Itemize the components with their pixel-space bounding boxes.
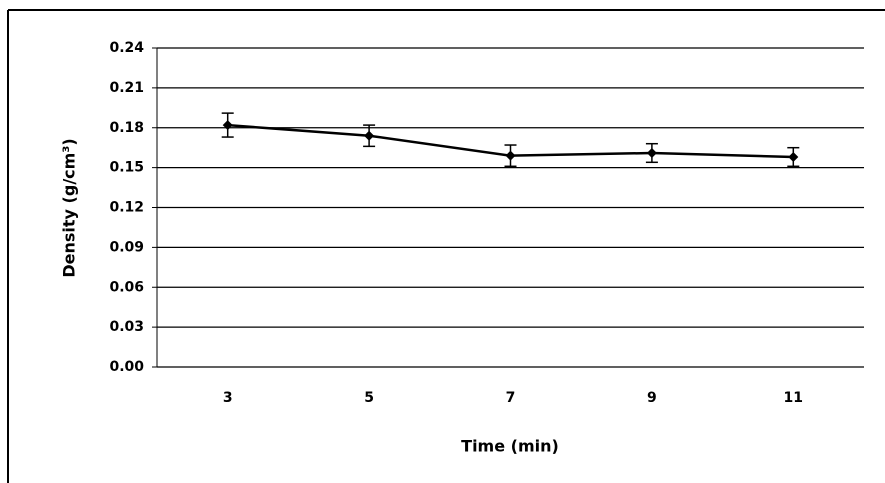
x-tick-label: 11 [784, 390, 803, 406]
x-tick-label: 9 [647, 390, 657, 406]
y-tick-label: 0.24 [109, 40, 144, 56]
x-tick-label: 5 [364, 390, 374, 406]
x-tick-label: 3 [223, 390, 233, 406]
y-tick-label: 0.21 [109, 80, 144, 96]
x-tick-label: 7 [506, 390, 516, 406]
y-tick-label: 0.15 [109, 160, 144, 176]
y-tick-label: 0.06 [109, 279, 144, 295]
data-point [646, 148, 657, 159]
y-axis-title: Density (g/cm³) [60, 138, 79, 277]
y-tick-label: 0.18 [109, 120, 144, 136]
y-tick-label: 0.09 [109, 239, 144, 255]
data-point [788, 151, 799, 162]
data-point [364, 130, 375, 141]
data-point [505, 150, 516, 161]
y-tick-label: 0.00 [109, 359, 144, 375]
y-tick-label: 0.03 [109, 319, 144, 335]
data-point [222, 120, 233, 131]
y-tick-label: 0.12 [109, 200, 144, 216]
x-axis-title: Time (min) [461, 437, 559, 456]
